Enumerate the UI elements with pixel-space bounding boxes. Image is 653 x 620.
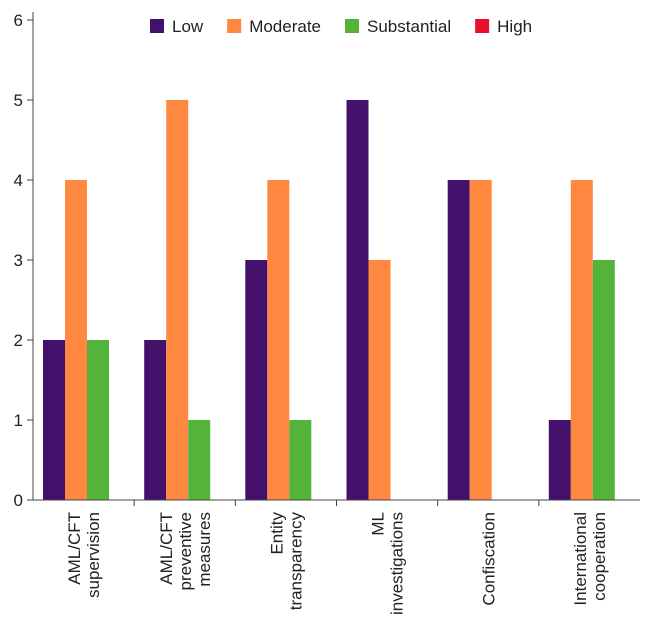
x-tick-label: International — [571, 512, 590, 606]
x-tick-label: cooperation — [590, 512, 609, 601]
legend-label-substantial: Substantial — [367, 17, 451, 36]
bar-moderate-0 — [65, 180, 87, 500]
x-tick-label-group-0: AML/CFT supervision — [65, 512, 103, 598]
x-tick-label: preventive — [176, 512, 195, 590]
x-tick-label: ML — [369, 512, 388, 536]
bar-low-3 — [346, 100, 369, 500]
y-tick-label: 5 — [14, 91, 23, 110]
x-tick-label: Entity — [267, 512, 286, 555]
x-tick-label: transparency — [286, 512, 305, 611]
legend-swatch-moderate — [227, 19, 242, 33]
legend-swatch-low — [150, 19, 164, 33]
bar-low-5 — [548, 420, 571, 500]
bar-substantial-0 — [87, 340, 109, 500]
x-tick-label: AML/CFT — [65, 512, 84, 585]
bar-low-1 — [144, 340, 167, 500]
x-tick-label-group-3: ML investigations — [369, 512, 407, 615]
bar-moderate-1 — [166, 100, 189, 500]
x-tick-label: investigations — [388, 512, 407, 615]
legend-label-high: High — [497, 17, 532, 36]
bar-substantial-1 — [188, 420, 211, 500]
y-tick-label: 2 — [14, 331, 23, 350]
x-tick-label-group-2: Entity transparency — [267, 512, 305, 611]
x-tick-label-group-5: International cooperation — [571, 512, 609, 606]
y-tick-label: 3 — [14, 251, 23, 270]
y-tick-label: 6 — [14, 11, 23, 30]
bar-moderate-4 — [469, 180, 492, 500]
legend: Low Moderate Substantial High — [150, 17, 532, 36]
legend-label-moderate: Moderate — [249, 17, 321, 36]
bar-substantial-5 — [592, 260, 615, 500]
bar-moderate-5 — [570, 180, 593, 500]
bar-low-0 — [43, 340, 65, 500]
y-tick-label: 4 — [14, 171, 23, 190]
x-tick-label-group-4: Confiscation — [479, 512, 498, 606]
x-tick-label: supervision — [84, 512, 103, 598]
bar-moderate-3 — [368, 260, 391, 500]
bar-low-4 — [447, 180, 470, 500]
bar-low-2 — [245, 260, 268, 500]
legend-swatch-substantial — [345, 19, 360, 33]
bar-moderate-2 — [267, 180, 290, 500]
x-tick-label: AML/CFT — [157, 512, 176, 585]
x-tick-label-group-1: AML/CFT preventive measures — [157, 512, 214, 590]
x-tick-label: measures — [195, 512, 214, 587]
bar-substantial-2 — [289, 420, 312, 500]
y-tick-label: 0 — [14, 491, 23, 510]
bars — [43, 100, 615, 500]
x-tick-label: Confiscation — [479, 512, 498, 606]
legend-swatch-high — [475, 19, 490, 33]
y-tick-label: 1 — [14, 411, 23, 430]
legend-label-low: Low — [172, 17, 204, 36]
